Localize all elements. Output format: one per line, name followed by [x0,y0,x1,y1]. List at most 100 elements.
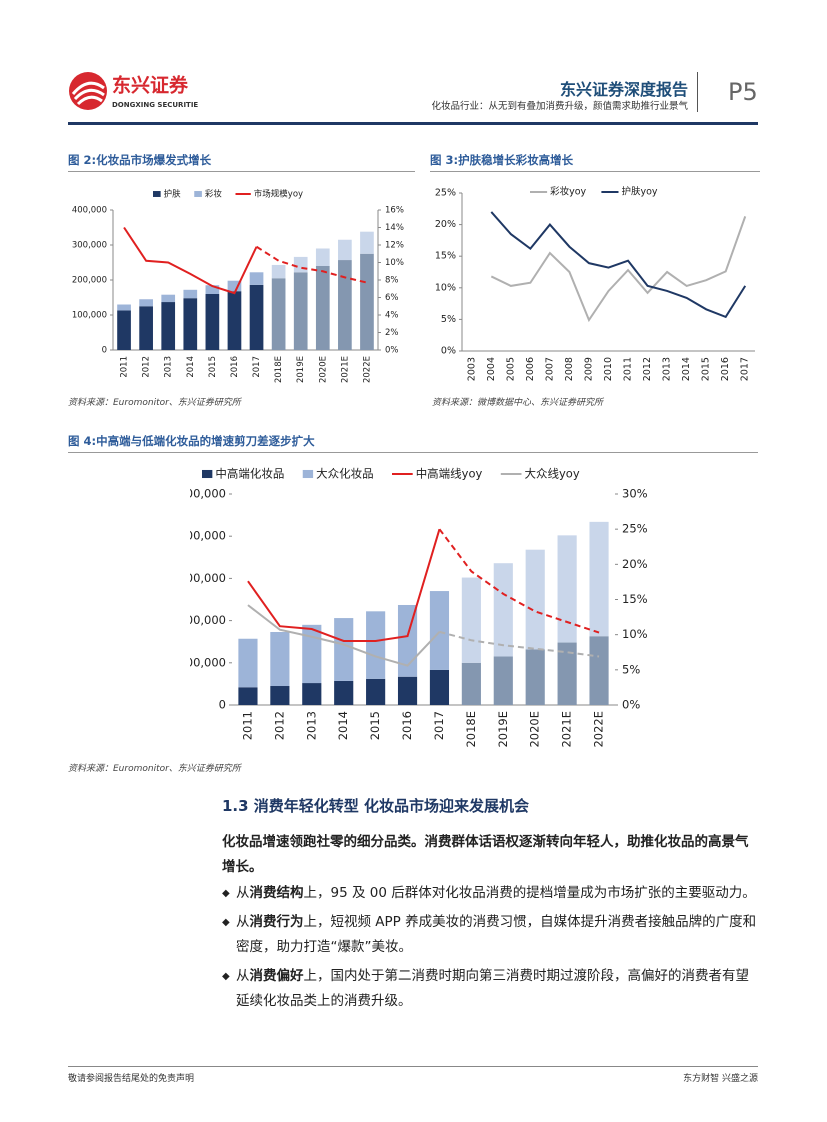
x-tick-label: 2021E [560,711,574,748]
report-subtitle: 化妆品行业：从无到有叠加消费升级，颜值需求助推行业景气 [431,101,688,112]
bullet-lead: 从 [236,914,250,930]
figure-source: 资料来源：Euromonitor、东兴证券研究所 [68,764,241,774]
bar [338,260,352,350]
y-tick-label: 0% [441,346,456,357]
y2-tick-label: 8% [385,276,399,286]
legend-label: 中高端线yoy [416,467,483,481]
line [247,604,441,667]
figure-title: 图 4:中高端与低端化妆品的增速剪刀差逐步扩大 [68,433,758,453]
header-rule [68,122,758,125]
x-tick-label: 2014 [681,357,692,381]
bar [334,618,354,681]
legend-label: 彩妆yoy [550,186,586,198]
y-tick-label: 200,000 [72,276,107,286]
bar [461,577,481,663]
y-tick-label: 15% [435,251,456,262]
bar [205,285,220,294]
bar [183,298,198,350]
y-tick-label: 10% [435,282,456,293]
x-tick-label: 2014 [186,356,196,378]
bar [366,678,386,705]
bar [589,636,609,705]
report-type: 东兴证券深度报告 [559,80,688,99]
x-tick-label: 2019E [296,356,306,383]
y-tick-label: 300,000 [72,241,107,251]
x-tick-label: 2008 [564,357,575,381]
bar [227,291,242,350]
legend-label: 彩妆 [205,189,223,200]
figure-title: 图 3:护肤稳增长彩妆高增长 [430,152,760,172]
bar [293,272,308,350]
x-tick-label: 2019E [496,711,510,748]
figure-title: 图 2:化妆品市场爆发式增长 [68,152,415,172]
footer-left: 敬请参阅报告结尾处的免责声明 [68,1074,195,1084]
x-tick-label: 2011 [623,357,634,381]
y-tick-label: 200,000 [190,613,226,627]
bar [557,535,577,643]
x-tick-label: 2021E [340,356,350,383]
bar [315,266,330,350]
line [490,216,747,323]
legend-label: 中高端化妆品 [215,467,284,481]
bar [557,642,577,705]
x-tick-label: 2009 [583,357,594,381]
bar [525,649,545,705]
bar [360,253,374,350]
footer-rule [68,1066,758,1067]
x-tick-label: 2017 [432,711,446,740]
bar [271,278,286,350]
line [123,226,258,295]
bullet-lead: 从 [236,885,250,901]
line [438,528,600,634]
bar [429,669,450,705]
y2-tick-label: 12% [385,241,404,251]
bar [249,272,264,285]
bar [117,304,131,311]
x-tick-label: 2015 [208,356,218,378]
header-divider [697,72,698,112]
line [439,630,600,658]
bar [183,289,198,299]
y2-tick-label: 20% [622,557,648,571]
line [256,245,368,284]
x-tick-label: 2011 [120,356,130,378]
x-tick-label: 2003 [466,357,477,381]
bar [270,686,290,705]
x-tick-label: 2018E [274,356,284,383]
logo-cn: 东兴证券 [112,74,189,97]
bullet-bold: 消费偏好 [249,968,304,984]
x-tick-label: 2017 [252,356,262,378]
legend-swatch [153,191,161,197]
footer-right: 东方财智 兴盛之源 [683,1074,758,1084]
logo: 东兴证券 DONGXING SECURITIES [69,72,198,110]
y2-tick-label: 15% [622,592,648,606]
page-number: P5 [728,78,758,106]
y-tick-label: 500,000 [190,487,226,501]
bar [205,294,220,350]
bar [334,680,354,705]
y-tick-label: 300,000 [190,571,226,585]
bar [139,306,153,350]
x-tick-label: 2013 [304,711,318,740]
bar [270,631,290,687]
y2-tick-label: 0% [622,698,640,712]
y-tick-label: 400,000 [72,206,107,216]
legend-swatch [302,469,314,479]
bar [366,611,386,679]
bar [238,687,258,705]
logo-stripes [71,81,105,106]
bar [271,264,286,279]
chart: 0 100,000 200,000 300,000 400,000 0% 2% 4% 6% 8% 1… [72,189,404,384]
y2-tick-label: 16% [385,206,404,216]
bar [117,310,131,350]
bar [293,256,308,273]
y-tick-label: 20% [435,219,456,230]
y2-tick-label: 25% [622,522,648,536]
bar [302,624,322,684]
y2-tick-label: 14% [385,223,404,233]
bar [493,563,513,657]
y2-tick-label: 2% [385,328,399,338]
x-tick-label: 2020E [318,356,328,383]
bar [461,662,481,705]
